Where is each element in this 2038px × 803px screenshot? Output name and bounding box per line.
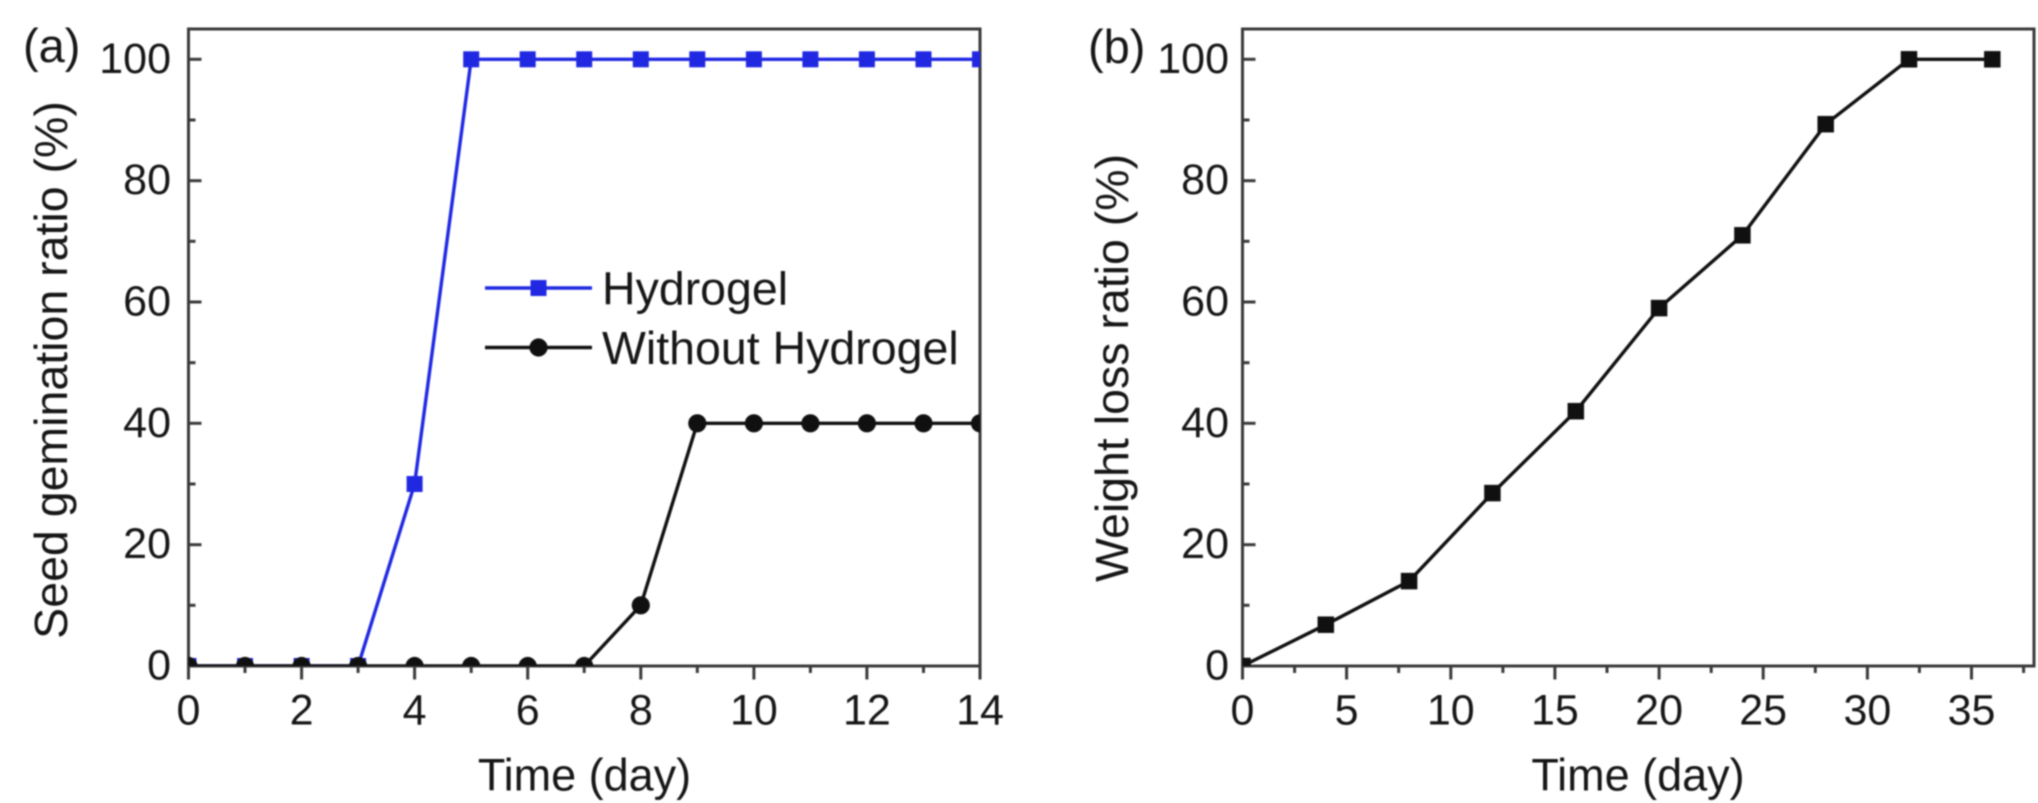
svg-text:10: 10 — [730, 687, 778, 735]
svg-text:14: 14 — [956, 687, 1004, 735]
svg-text:10: 10 — [1427, 687, 1475, 735]
svg-text:0: 0 — [147, 642, 171, 690]
svg-text:0: 0 — [1205, 642, 1229, 690]
svg-text:80: 80 — [1181, 156, 1229, 204]
svg-text:100: 100 — [99, 35, 171, 83]
svg-text:4: 4 — [403, 687, 427, 735]
svg-text:60: 60 — [1181, 278, 1229, 326]
svg-text:Seed gemination ratio (%): Seed gemination ratio (%) — [25, 101, 77, 639]
svg-text:2: 2 — [290, 687, 314, 735]
svg-text:Weight loss ratio (%): Weight loss ratio (%) — [1086, 154, 1138, 582]
svg-text:100: 100 — [1157, 35, 1229, 83]
svg-text:80: 80 — [123, 156, 171, 204]
svg-text:5: 5 — [1335, 687, 1359, 735]
svg-text:12: 12 — [843, 687, 891, 735]
svg-text:6: 6 — [516, 687, 540, 735]
svg-text:60: 60 — [123, 278, 171, 326]
svg-text:0: 0 — [177, 687, 201, 735]
svg-text:20: 20 — [1635, 687, 1683, 735]
svg-text:0: 0 — [1231, 687, 1255, 735]
svg-text:40: 40 — [123, 399, 171, 447]
svg-text:(b): (b) — [1088, 20, 1145, 73]
svg-text:Time (day): Time (day) — [478, 750, 691, 801]
svg-text:20: 20 — [123, 520, 171, 568]
svg-text:Without Hydrogel: Without Hydrogel — [602, 322, 959, 374]
svg-text:Time (day): Time (day) — [1531, 750, 1744, 801]
svg-text:35: 35 — [1948, 687, 1996, 735]
svg-text:15: 15 — [1531, 687, 1579, 735]
svg-text:8: 8 — [629, 687, 653, 735]
svg-text:(a): (a) — [23, 19, 80, 72]
svg-text:30: 30 — [1843, 687, 1891, 735]
svg-text:Hydrogel: Hydrogel — [602, 263, 788, 315]
svg-text:40: 40 — [1181, 399, 1229, 447]
svg-text:25: 25 — [1739, 687, 1787, 735]
svg-text:20: 20 — [1181, 520, 1229, 568]
